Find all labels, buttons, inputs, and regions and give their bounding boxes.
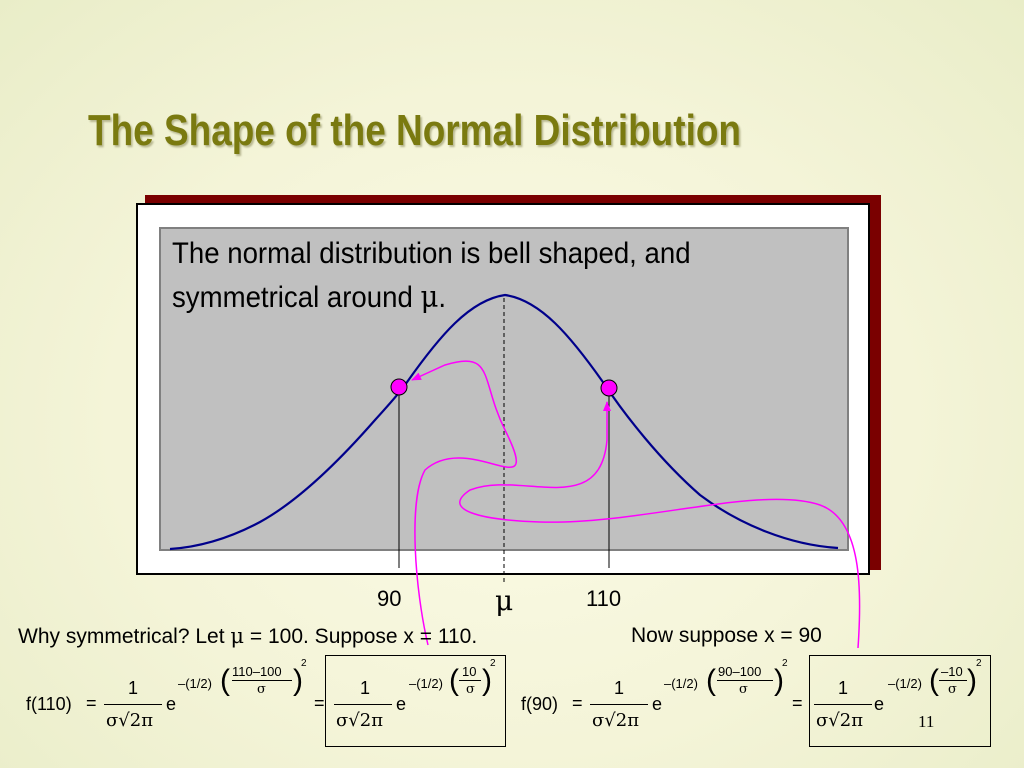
axis-label-90: 90 [377, 586, 402, 611]
f90-box-exp-factor: –(1/2) [888, 676, 922, 691]
f90-box-bar [814, 704, 872, 705]
f90-box-exp-paren-close: ) [967, 664, 977, 697]
f90-box-exp-bar [939, 680, 967, 681]
f90-denominator: σ√2π [592, 710, 640, 731]
f110-equals2: = [314, 693, 325, 713]
f110-box-exp-paren-open: ( [449, 664, 459, 697]
question-part1: Why symmetrical? Let [18, 625, 231, 648]
f110-box-exp-paren-close: ) [482, 664, 492, 697]
f110-exp-factor: –(1/2) [178, 676, 212, 691]
f90-equals2: = [792, 693, 803, 713]
description-line1: The normal distribution is bell shaped, … [172, 237, 691, 270]
f110-box-exp-power: 2 [490, 658, 496, 669]
f110-fraction-bar [104, 704, 162, 705]
page-number: 11 [918, 712, 935, 731]
f90-box-denominator: σ√2π [816, 710, 864, 731]
mu-symbol: μ [420, 280, 439, 315]
f110-lhs: f(110) [26, 694, 72, 714]
f110-exp-power: 2 [301, 658, 307, 669]
marker-90 [390, 378, 408, 396]
arrow-to-110 [459, 401, 861, 649]
f90-exp-num: 90–100 [718, 664, 762, 679]
description-text: The normal distribution is bell shaped, … [172, 232, 779, 320]
f90-box-exp-power: 2 [976, 658, 982, 669]
f90-exp-paren-close: ) [774, 664, 784, 697]
axis-label-110: 110 [586, 586, 622, 611]
f110-exp-paren-close: ) [293, 664, 303, 697]
f110-box-exp-factor: –(1/2) [409, 676, 443, 691]
f90-numerator: 1 [614, 678, 625, 698]
slide-title: The Shape of the Normal Distribution [88, 106, 741, 155]
question-part2: = 100. Suppose x = 110. [244, 625, 478, 648]
f90-box-exp-den: σ [948, 682, 957, 697]
question-mu: μ [230, 624, 245, 648]
f90-fraction-bar [590, 704, 648, 705]
f110-equals: = [86, 693, 97, 713]
f90-exp-factor: –(1/2) [664, 676, 698, 691]
description-end: . [438, 281, 447, 314]
f110-e: e [166, 694, 177, 714]
f110-box-e: e [396, 694, 407, 714]
description-line2: symmetrical around [172, 281, 421, 314]
f110-box-bar [334, 704, 392, 705]
f110-box-numerator: 1 [360, 678, 371, 698]
f110-exp-paren-open: ( [220, 664, 230, 697]
f90-lhs: f(90) [521, 694, 559, 714]
f90-exp-den: σ [739, 682, 748, 697]
axis-label-mu: μ [495, 584, 514, 617]
f90-box-e: e [874, 694, 885, 714]
question-text: Why symmetrical? Let μ = 100. Suppose x … [18, 624, 477, 649]
f90-equals: = [572, 693, 583, 713]
f110-box-exp-bar [459, 680, 481, 681]
f110-exp-den: σ [257, 682, 266, 697]
f110-numerator: 1 [128, 678, 139, 698]
f90-exp-power: 2 [782, 658, 788, 669]
bell-curve [169, 293, 839, 551]
f110-result-box [325, 655, 506, 747]
f110-exp-bar [232, 680, 292, 681]
f110-box-denominator: σ√2π [336, 710, 384, 731]
f90-box-exp-num: –10 [941, 664, 963, 679]
f90-box-exp-paren-open: ( [929, 664, 939, 697]
f110-exp-num: 110–100 [232, 664, 282, 679]
f90-exp-bar [717, 680, 773, 681]
f90-result-box [809, 655, 991, 747]
question-x90: Now suppose x = 90 [631, 624, 822, 647]
marker-110 [600, 379, 618, 397]
arrow-to-90 [411, 360, 517, 646]
f110-box-exp-num: 10 [462, 664, 477, 679]
f110-denominator: σ√2π [106, 710, 154, 731]
f90-exp-paren-open: ( [706, 664, 716, 697]
f90-box-numerator: 1 [838, 678, 849, 698]
f110-box-exp-den: σ [466, 682, 475, 697]
f90-e: e [652, 694, 663, 714]
